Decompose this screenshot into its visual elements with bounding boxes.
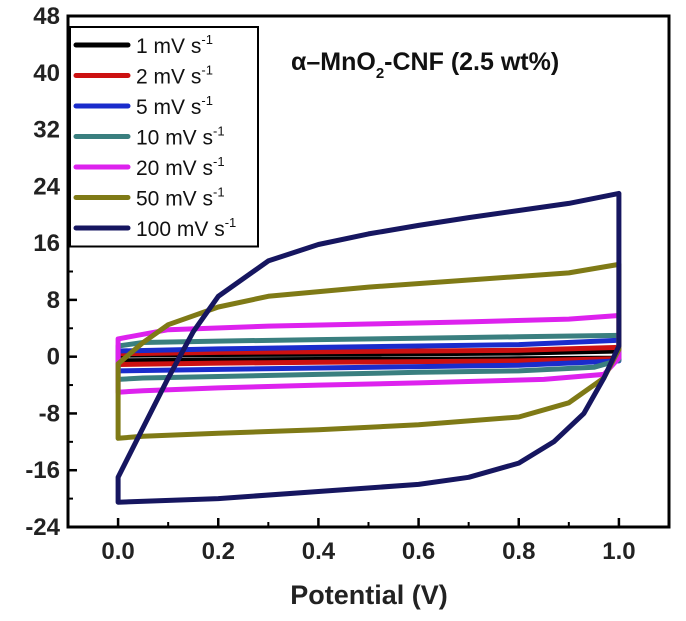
y-tick-label-9: 48: [33, 3, 60, 30]
chart-annotation: α–MnO2-CNF (2.5 wt%): [291, 48, 559, 82]
x-tick-label-2: 0.4: [302, 538, 336, 565]
annotation-prefix: α–MnO: [291, 48, 376, 76]
ticks-layer: 0.0 0.2 0.4 0.6 0.8 1.0 -24 -16 -8 0 8 16 24 32 40 48: [25, 3, 635, 565]
y-tick-label-1: -16: [25, 457, 60, 484]
x-tick-label-5: 1.0: [602, 538, 635, 565]
y-tick-label-8: 40: [33, 60, 60, 87]
y-tick-label-2: -8: [39, 400, 60, 427]
x-tick-label-4: 0.8: [502, 538, 535, 565]
y-tick-label-0: -24: [25, 514, 60, 541]
y-tick-label-6: 24: [33, 173, 60, 200]
y-tick-label-5: 16: [33, 230, 60, 257]
legend-label-4: 20 mV s-1: [136, 154, 225, 180]
y-tick-label-7: 32: [33, 117, 60, 144]
legend-label-1: 2 mV s-1: [136, 63, 213, 89]
annotation-subscript: 2: [376, 65, 384, 82]
y-tick-label-3: 0: [47, 344, 60, 371]
y-tick-label-4: 8: [47, 287, 60, 314]
series-line-3: [115, 332, 622, 382]
x-axis-title: Potential (V): [290, 580, 448, 610]
series-line-6: [115, 190, 622, 505]
annotation-suffix: -CNF (2.5 wt%): [384, 48, 559, 76]
legend-label-0: 1 mV s-1: [136, 32, 213, 58]
series-layer: [115, 190, 622, 505]
legend: 1 mV s-1 2 mV s-1 5 mV s-1 10 mV s-1 20 mV s…: [69, 26, 259, 248]
legend-label-6: 100 mV s-1: [136, 215, 236, 241]
legend-label-5: 50 mV s-1: [136, 185, 225, 211]
legend-label-3: 10 mV s-1: [136, 124, 225, 150]
legend-label-2: 5 mV s-1: [136, 93, 213, 119]
x-tick-label-3: 0.6: [402, 538, 435, 565]
x-tick-label-1: 0.2: [202, 538, 235, 565]
x-tick-label-0: 0.0: [101, 538, 134, 565]
